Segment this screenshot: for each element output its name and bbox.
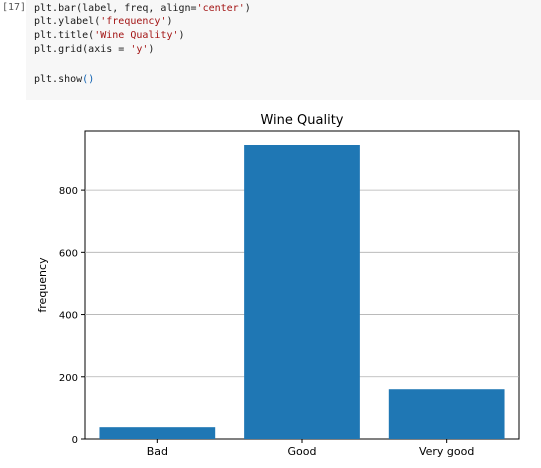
bars	[99, 145, 505, 439]
x-tick-label: Bad	[147, 445, 168, 458]
y-tick-label: 0	[72, 435, 78, 446]
x-tick-label: Good	[288, 445, 317, 458]
bar-bad	[99, 427, 216, 439]
code-line-3: plt.title('Wine Quality')	[34, 30, 185, 41]
x-axis-ticks: Bad Good Very good	[147, 439, 474, 458]
chart-output: 0 200 400 600 800 Bad Good Very good Wine Qual…	[36, 113, 520, 458]
code-editor[interactable]: plt.bar(label, freq, align='center') plt…	[26, 0, 541, 100]
y-tick-label: 200	[59, 373, 78, 384]
bar-good	[244, 145, 360, 439]
code-line-2: plt.ylabel('frequency')	[34, 16, 173, 27]
y-axis-label: frequency	[36, 257, 49, 313]
x-tick-label: Very good	[419, 445, 474, 458]
chart-title: Wine Quality	[260, 113, 343, 128]
y-axis-ticks: 0 200 400 600 800	[59, 186, 85, 446]
y-tick-label: 400	[59, 311, 78, 322]
code-line-6: plt.show()	[34, 74, 95, 85]
code-line-1: plt.bar(label, freq, align='center')	[34, 3, 251, 14]
notebook-cell[interactable]: [17] plt.bar(label, freq, align='center'…	[0, 0, 541, 100]
bar-very-good	[388, 389, 505, 439]
y-tick-label: 800	[59, 186, 78, 197]
y-tick-label: 600	[59, 248, 78, 259]
code-line-4: plt.grid(axis = 'y')	[34, 44, 155, 55]
execution-count: [17]	[2, 2, 27, 13]
